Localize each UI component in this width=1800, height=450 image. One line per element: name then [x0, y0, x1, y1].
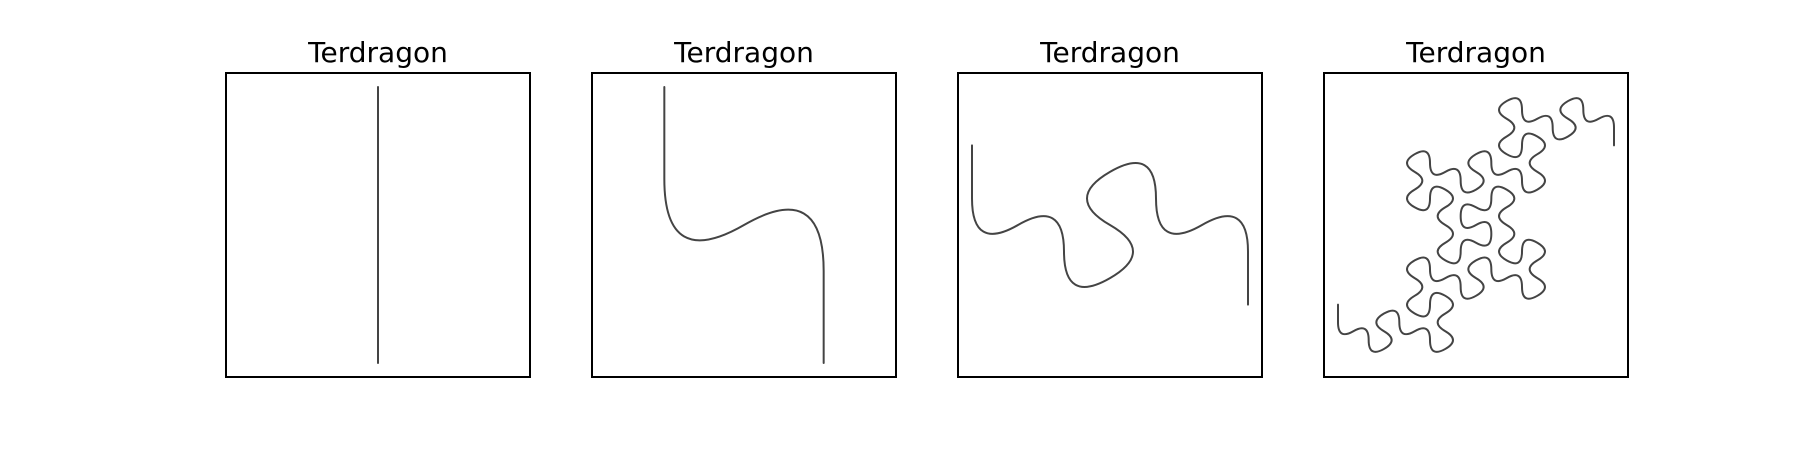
terdragon-curve-path	[1337, 97, 1615, 353]
panel-4-title: Terdragon	[1405, 36, 1546, 69]
panel-2-title: Terdragon	[673, 36, 814, 69]
terdragon-curve-path	[971, 144, 1249, 306]
panel-1-title: Terdragon	[307, 36, 448, 69]
panel-4-curve	[1337, 97, 1615, 353]
panel-1: Terdragon	[225, 36, 531, 378]
terdragon-curve-path	[663, 86, 825, 364]
panel-2-curve	[663, 86, 825, 364]
panel-3: Terdragon	[957, 36, 1263, 378]
panel-3-curve	[971, 144, 1249, 306]
panel-2: Terdragon	[591, 36, 897, 378]
panel-3-title: Terdragon	[1039, 36, 1180, 69]
panel-4: Terdragon	[1323, 36, 1629, 378]
